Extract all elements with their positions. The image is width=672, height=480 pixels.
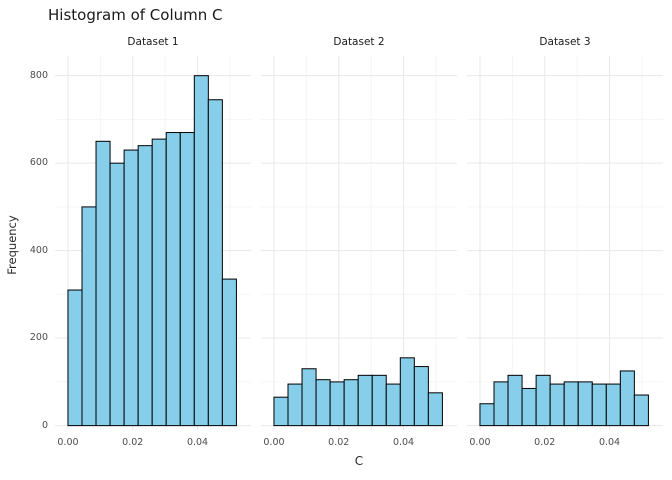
histogram-bar: [591, 383, 607, 427]
histogram-bar: [95, 140, 111, 427]
y-tick-label: 0: [41, 419, 48, 431]
x-tick-label: 0.04: [392, 437, 415, 448]
facet-panel: [261, 56, 457, 430]
y-tick-label: 600: [29, 157, 48, 169]
histogram-bar: [399, 357, 415, 427]
facet-panel: [467, 56, 663, 430]
histogram-bar: [207, 99, 223, 427]
y-tick-label: 400: [29, 244, 48, 256]
histogram-bar: [273, 396, 289, 427]
x-tick-label: 0.00: [57, 437, 79, 448]
x-axis-label: C: [354, 454, 364, 468]
y-tick-label: 200: [29, 332, 48, 344]
facet-strip-label: Dataset 3: [539, 36, 591, 48]
histogram-bar: [81, 206, 97, 427]
histogram-bar: [67, 289, 83, 427]
histogram-bar: [633, 394, 649, 427]
facet-strip-label: Dataset 2: [333, 36, 385, 48]
histogram-bar: [507, 374, 523, 427]
x-tick-label: 0.04: [598, 437, 621, 448]
histogram-bar: [287, 383, 303, 427]
histogram-bar: [179, 132, 195, 427]
histogram-bar: [605, 383, 621, 427]
x-tick-label: 0.02: [122, 437, 144, 448]
histogram-bar: [221, 278, 237, 427]
x-tick-label: 0.02: [328, 437, 350, 448]
chart-title: Histogram of Column C: [48, 6, 223, 24]
histogram-bar: [577, 381, 593, 427]
histogram-bar: [563, 381, 579, 427]
y-tick-label: 800: [29, 69, 48, 81]
histogram-bar: [493, 381, 509, 427]
histogram-bar: [371, 374, 387, 427]
histogram-bar: [357, 374, 373, 427]
histogram-bar: [151, 138, 167, 427]
histogram-bar: [549, 383, 565, 427]
histogram-bar: [109, 162, 125, 427]
histogram-bar: [329, 381, 345, 427]
histogram-bar: [427, 392, 443, 427]
histogram-bar: [385, 383, 401, 427]
histogram-bar: [619, 370, 635, 427]
histogram-bar: [193, 75, 209, 427]
histogram-bar: [521, 387, 537, 427]
histogram-bar: [343, 379, 359, 427]
histogram-bar: [315, 379, 331, 427]
histogram-bar: [479, 403, 495, 427]
histogram-bar: [123, 149, 139, 427]
histogram-bar: [165, 132, 181, 427]
x-tick-label: 0.02: [534, 437, 556, 448]
facet-panel: [55, 56, 251, 430]
x-tick-label: 0.00: [263, 437, 285, 448]
x-tick-label: 0.00: [469, 437, 491, 448]
histogram-bar: [535, 374, 551, 427]
histogram-bar: [301, 368, 317, 427]
facet-strip-label: Dataset 1: [127, 36, 179, 48]
histogram-bar: [137, 145, 153, 427]
x-tick-label: 0.04: [186, 437, 209, 448]
histogram-bar: [413, 366, 429, 427]
